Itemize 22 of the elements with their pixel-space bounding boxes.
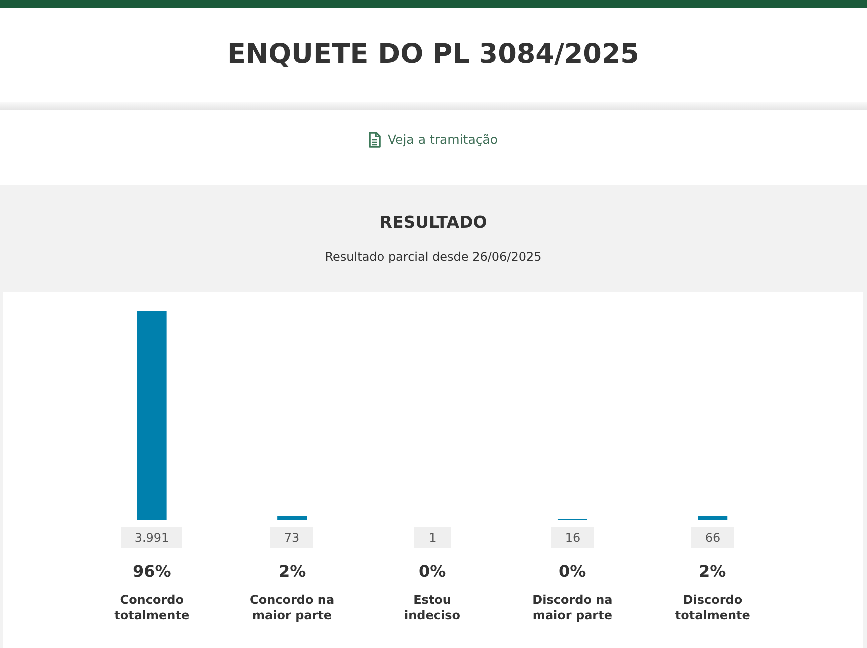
data-label: 3.991	[134, 531, 170, 545]
text: 0%	[559, 562, 586, 581]
data-label: 16	[565, 531, 581, 545]
x-tick-label: Concordo totalmente	[114, 593, 190, 623]
bar	[698, 516, 728, 520]
x-tick-label: Discordo totalmente	[675, 593, 750, 623]
bar	[137, 311, 167, 520]
data-label: 73	[284, 531, 300, 545]
text: 2%	[699, 562, 726, 581]
chart-subtitle: Resultado parcial desde 26/06/2025	[324, 249, 543, 266]
text: 2%	[279, 562, 306, 581]
text: 0%	[419, 562, 446, 581]
chart-title: ENQUETE DO PL 3084/2025	[226, 38, 640, 72]
x-tick-label: Concordo na maior parte	[250, 593, 335, 623]
text: 96%	[133, 562, 172, 581]
x-tick-label: Discordo na maior parte	[532, 593, 613, 623]
data-label: 66	[705, 531, 721, 545]
bar	[278, 516, 308, 520]
data-label: 1	[429, 531, 437, 545]
text: RESULTADO	[378, 212, 488, 234]
x-tick-label: Estou indeciso	[404, 593, 460, 623]
text: Veja a tramitação	[388, 131, 498, 149]
